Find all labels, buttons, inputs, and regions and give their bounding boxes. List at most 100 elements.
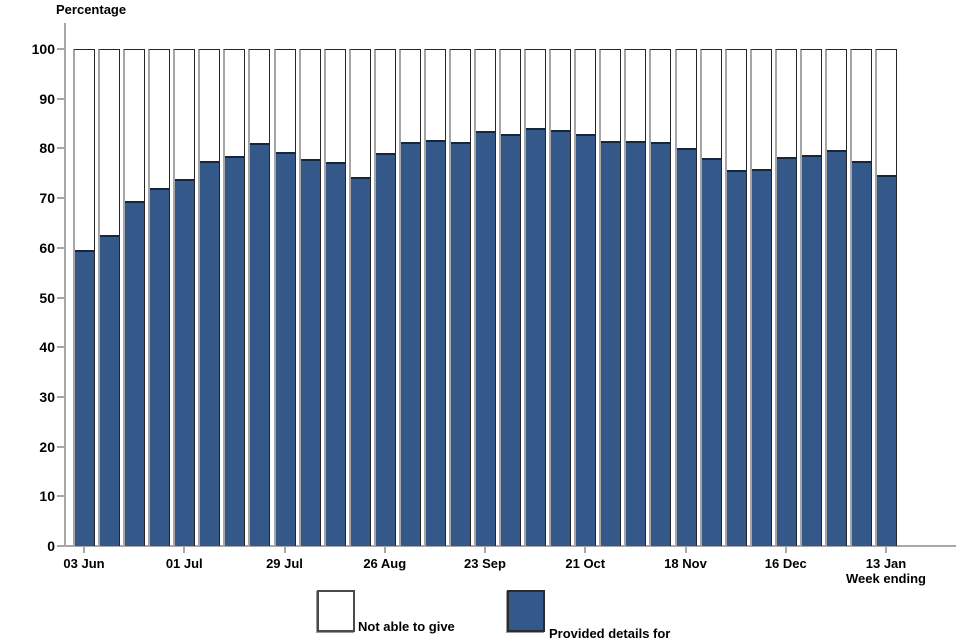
x-tick [684, 547, 687, 553]
bar-fill-provided-details [877, 175, 896, 546]
bar-fill-provided-details [526, 128, 545, 546]
bar [750, 49, 772, 546]
bar-fill-provided-details [250, 143, 269, 546]
bar-fill-provided-details [501, 134, 520, 546]
y-tick-label: 50 [39, 289, 55, 306]
y-tick [57, 545, 65, 547]
bar-fill-provided-details [225, 156, 244, 546]
y-tick [57, 147, 65, 150]
bar [424, 49, 446, 546]
bar [248, 49, 270, 546]
bar-fill-provided-details [576, 133, 595, 546]
y-tick [57, 97, 65, 100]
y-tick [57, 197, 65, 200]
bar [198, 49, 220, 546]
y-tick [57, 445, 65, 448]
bar [524, 49, 546, 546]
bar-fill-provided-details [401, 142, 420, 546]
bar-fill-provided-details [175, 178, 194, 546]
bar [825, 49, 847, 546]
y-tick-label: 90 [39, 90, 55, 107]
bar-fill-provided-details [677, 147, 696, 546]
y-tick-label: 40 [39, 339, 55, 356]
bar-fill-provided-details [727, 170, 746, 546]
legend-label-line: Provided details for [549, 626, 671, 640]
bar-fill-provided-details [326, 161, 345, 546]
bar [474, 49, 496, 546]
y-axis-title: Percentage [56, 2, 127, 17]
x-tick [383, 547, 386, 553]
y-tick [57, 246, 65, 249]
bar [223, 49, 245, 546]
y-tick-label: 20 [39, 438, 55, 455]
x-tick-label: 23 Sep [464, 556, 506, 571]
y-tick-label: 80 [39, 140, 55, 157]
legend-label-provided: Provided details for one or more contact… [549, 595, 685, 640]
bar [173, 49, 195, 546]
bar [875, 49, 897, 546]
bar-fill-provided-details [702, 157, 721, 546]
bar [299, 49, 321, 546]
x-axis-title: Week ending [846, 571, 926, 586]
bar-fill-provided-details [802, 154, 821, 546]
bar-fill-provided-details [827, 149, 846, 546]
bar-fill-provided-details [651, 142, 670, 546]
bar [449, 49, 471, 546]
y-tick-label: 60 [39, 239, 55, 256]
bar-fill-provided-details [551, 129, 570, 546]
y-tick [57, 495, 65, 498]
bar-fill-provided-details [276, 152, 295, 546]
bar-fill-provided-details [125, 200, 144, 546]
bar-fill-provided-details [852, 161, 871, 546]
bar [148, 49, 170, 546]
bar [374, 49, 396, 546]
bar [98, 49, 120, 546]
x-tick-label: 18 Nov [664, 556, 707, 571]
bar-fill-provided-details [601, 141, 620, 546]
legend-swatch-not-able [317, 590, 355, 632]
bar-fill-provided-details [451, 142, 470, 546]
y-tick [57, 346, 65, 349]
bar [123, 49, 145, 546]
bar [800, 49, 822, 546]
bar [349, 49, 371, 546]
x-tick-label: 21 Oct [565, 556, 606, 571]
bar [599, 49, 621, 546]
x-tick [484, 547, 486, 553]
x-tick [784, 547, 787, 553]
bar-fill-provided-details [476, 130, 495, 546]
x-tick [183, 547, 186, 553]
bar [499, 49, 521, 546]
x-tick [83, 547, 85, 553]
bar-fill-provided-details [626, 141, 645, 546]
x-tick [283, 547, 286, 553]
bar-fill-provided-details [426, 140, 445, 546]
x-tick-label: 26 Aug [363, 556, 407, 571]
y-tick-label: 30 [39, 388, 55, 405]
bar-fill-provided-details [752, 168, 771, 546]
bar [574, 49, 596, 546]
y-tick [57, 296, 65, 299]
x-tick-label: 03 Jun [63, 556, 105, 571]
bar-fill-provided-details [150, 187, 169, 546]
legend-swatch-provided [507, 590, 545, 632]
x-tick-label: 16 Dec [764, 556, 807, 571]
y-axis-line [64, 23, 66, 547]
bar-fill-provided-details [351, 176, 370, 546]
bar [73, 49, 95, 546]
bar [274, 49, 296, 546]
y-tick [57, 48, 65, 50]
y-tick [57, 395, 65, 398]
bar-fill-provided-details [75, 249, 94, 546]
bar [775, 49, 797, 546]
bar [725, 49, 747, 546]
x-axis-line [64, 545, 956, 547]
x-tick [584, 547, 587, 553]
x-tick-label: 29 Jul [266, 556, 303, 571]
y-tick-label: 10 [39, 488, 55, 505]
bar [549, 49, 571, 546]
bar-fill-provided-details [301, 159, 320, 546]
legend-label-not-able: Not able to give details for any recent … [358, 588, 492, 640]
bar-fill-provided-details [376, 152, 395, 546]
